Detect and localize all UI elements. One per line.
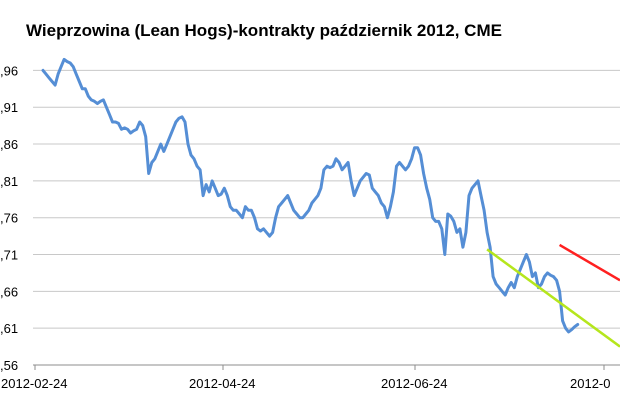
y-tick-label: ,66: [0, 284, 18, 299]
x-tick-label: 2012-04-24: [189, 376, 256, 391]
y-axis-ticks: ,96 ,91 ,86 ,81 ,76 ,71 ,66 ,61 ,56: [0, 63, 18, 373]
trendline: [486, 248, 620, 348]
y-tick-label: ,81: [0, 174, 18, 189]
y-tick-label: ,56: [0, 358, 18, 373]
series-line: [41, 57, 580, 334]
y-tick-label: ,76: [0, 211, 18, 226]
grid-lines: [33, 69, 620, 329]
y-tick-label: ,61: [0, 321, 18, 336]
y-tick-label: ,91: [0, 100, 18, 115]
y-tick-label: ,86: [0, 137, 18, 152]
chart-title: Wieprzowina (Lean Hogs)-kontrakty paździ…: [26, 21, 502, 40]
x-tick-label: 2012-06-24: [381, 376, 448, 391]
x-tick-label: 2012-0: [570, 376, 610, 391]
x-axis-ticks: 2012-02-24 2012-04-24 2012-06-24 2012-0: [1, 365, 610, 391]
trendline: [558, 243, 620, 282]
y-tick-label: ,71: [0, 248, 18, 263]
series-group: [41, 57, 580, 334]
trendline-group: [486, 243, 620, 348]
y-tick-label: ,96: [0, 63, 18, 78]
x-tick-label: 2012-02-24: [1, 376, 68, 391]
